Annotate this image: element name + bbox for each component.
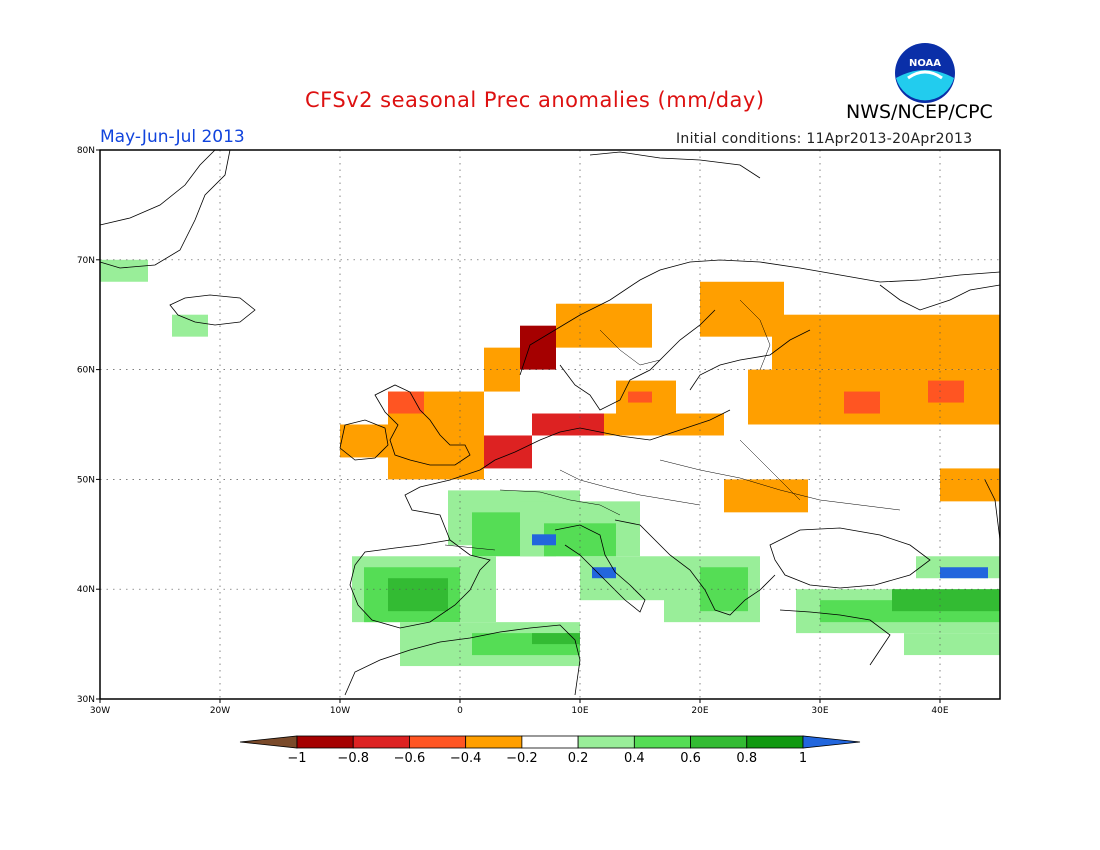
colorbar-label: −0.4 — [449, 751, 482, 766]
anomaly-region-red_orange — [388, 391, 424, 414]
colorbar-swatch — [409, 735, 467, 749]
lat-tick-label: 50N — [77, 475, 95, 485]
lat-tick-label: 30N — [77, 695, 95, 705]
coastline-greenland — [99, 149, 231, 269]
lat-tick-label: 70N — [77, 256, 95, 266]
border-scandinavia — [599, 329, 661, 366]
anomaly-region-orange — [556, 303, 652, 348]
coastline-svalbard — [589, 151, 761, 179]
anomaly-region-orange — [724, 479, 808, 513]
colorbar-swatch — [690, 735, 748, 749]
lat-tick-label: 40N — [77, 585, 95, 595]
lon-tick-label: 10W — [330, 706, 350, 716]
lon-tick-label: 0 — [457, 706, 463, 716]
lat-tick-label: 60N — [77, 366, 95, 376]
colorbar-label: −0.2 — [506, 751, 538, 766]
colorbar — [239, 735, 861, 749]
coastline-sweden-south — [559, 309, 716, 411]
colorbar-label: −1 — [287, 751, 307, 766]
colorbar-swatch — [352, 735, 410, 749]
anomaly-region-blue — [592, 567, 616, 579]
colorbar-swatch — [633, 735, 691, 749]
coastline-iberia — [349, 539, 491, 629]
coastline-anatolia — [779, 609, 891, 666]
coastline-france-west — [404, 469, 481, 541]
colorbar-arrow-high — [802, 735, 861, 749]
coastline-continent-north — [479, 409, 731, 471]
map-frame — [99, 149, 1001, 700]
coastline-britain — [374, 384, 471, 466]
anomaly-region-light_green — [100, 259, 148, 282]
colorbar-arrow-low — [239, 735, 298, 749]
coastline-ireland — [339, 419, 389, 461]
forecast-period: May-Jun-Jul 2013 — [100, 127, 245, 147]
colorbar-swatch — [746, 735, 804, 749]
colorbar-swatch — [465, 735, 523, 749]
anomaly-region-red — [532, 413, 604, 436]
anomaly-region-mid_green — [892, 589, 1000, 612]
anomaly-region-light_green — [172, 314, 208, 337]
colorbar-swatch — [521, 735, 579, 749]
coastline-baltic — [689, 329, 811, 391]
colorbar-swatch — [296, 735, 354, 749]
chart-title: CFSv2 seasonal Prec anomalies (mm/day) — [305, 88, 765, 112]
coastline-caspian — [984, 479, 1001, 541]
anomaly-region-mid_green — [388, 578, 448, 612]
anomaly-region-orange — [700, 281, 784, 337]
colorbar-swatch — [577, 735, 635, 749]
border-central-europe-1 — [499, 489, 621, 516]
lon-tick-label: 30E — [811, 706, 828, 716]
lon-tick-label: 40E — [931, 706, 948, 716]
coastline-scandinavia — [519, 259, 1001, 376]
coastline-balkans — [614, 519, 776, 616]
noaa-logo: NOAA — [895, 43, 955, 103]
border-central-europe-2 — [559, 469, 701, 506]
anomaly-region-red_orange — [844, 391, 880, 414]
coastline-iceland — [169, 294, 256, 326]
colorbar-label: −0.6 — [393, 751, 426, 766]
colorbar-label: 0.2 — [567, 751, 589, 766]
colorbar-label: 1 — [798, 751, 808, 766]
coastline-black-sea — [769, 527, 931, 589]
initial-conditions: Initial conditions: 11Apr2013-20Apr2013 — [676, 131, 973, 147]
colorbar-label: 0.4 — [623, 751, 645, 766]
axis-ticks — [96, 149, 941, 703]
lon-tick-label: 10E — [571, 706, 588, 716]
border-france-spain — [444, 544, 496, 551]
coastline-layer — [99, 149, 1001, 696]
lat-tick-label: 80N — [77, 146, 95, 156]
anomaly-region-light_green — [904, 633, 1000, 656]
anomaly-region-blue — [940, 567, 988, 579]
coastline-north-africa — [344, 624, 581, 696]
agency-label: NWS/NCEP/CPC — [846, 101, 993, 123]
border-ukraine-russia — [739, 439, 801, 501]
coastline-kola — [879, 284, 1001, 311]
border-finland-russia — [739, 299, 771, 371]
anomaly-region-mid_green — [532, 633, 580, 645]
colorbar-label: 0.6 — [680, 751, 701, 766]
colorbar-label: 0.8 — [736, 751, 758, 766]
lon-tick-label: 30W — [90, 706, 110, 716]
logo-text: NOAA — [909, 58, 941, 69]
lon-tick-label: 20W — [210, 706, 230, 716]
anomaly-regions — [100, 259, 1000, 667]
anomaly-region-orange — [772, 314, 1000, 370]
lon-tick-label: 20E — [691, 706, 708, 716]
anomaly-region-orange — [340, 424, 388, 458]
anomaly-region-orange — [484, 347, 520, 392]
anomaly-region-red_orange — [928, 380, 964, 403]
colorbar-label: −0.8 — [337, 751, 370, 766]
coastline-italy — [554, 524, 646, 613]
anomaly-region-orange — [940, 468, 1000, 502]
anomaly-region-red_orange — [628, 391, 652, 403]
anomaly-region-blue — [532, 534, 556, 546]
lat-lon-grid — [100, 150, 1000, 699]
